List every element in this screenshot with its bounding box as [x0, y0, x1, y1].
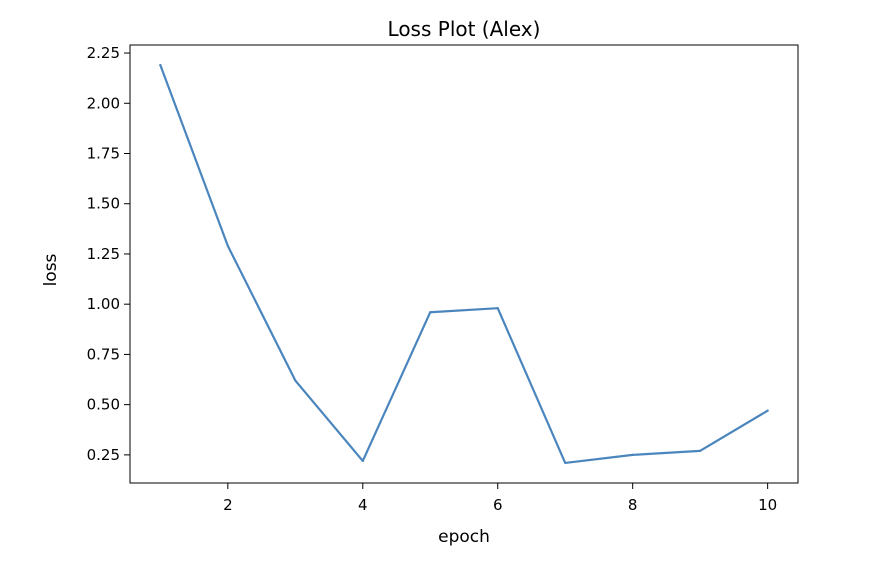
- data-point: [361, 459, 364, 462]
- data-point: [496, 307, 499, 310]
- x-tick-label: 2: [223, 496, 233, 514]
- x-tick-label: 10: [758, 496, 777, 514]
- y-axis-label: loss: [41, 253, 61, 286]
- x-tick-label: 4: [358, 496, 368, 514]
- x-axis: 2 4 6 8 10: [223, 483, 777, 514]
- y-tick-label: 1.00: [87, 295, 120, 313]
- chart-title: Loss Plot (Alex): [388, 17, 541, 41]
- data-point: [226, 244, 229, 248]
- data-point: [766, 409, 769, 412]
- y-tick-label: 1.75: [87, 144, 120, 162]
- x-axis-label: epoch: [438, 527, 490, 547]
- x-tick-label: 6: [493, 496, 503, 514]
- y-axis: 0.25 0.50 0.75 1.00 1.25 1.50 1.75 2.00 2.25: [87, 44, 130, 464]
- data-points: [159, 63, 769, 465]
- data-point: [159, 63, 162, 67]
- data-point: [631, 453, 634, 456]
- y-tick-label: 0.75: [87, 345, 120, 363]
- data-point: [294, 379, 297, 382]
- y-tick-label: 0.50: [87, 396, 120, 414]
- series-line: [159, 63, 769, 465]
- data-point: [429, 311, 432, 314]
- data-point: [699, 449, 702, 452]
- y-tick-label: 1.50: [87, 195, 120, 213]
- x-tick-label: 8: [628, 496, 638, 514]
- plot-frame: [129, 44, 799, 484]
- y-tick-label: 2.00: [87, 94, 120, 112]
- y-tick-label: 2.25: [87, 44, 120, 62]
- y-tick-label: 0.25: [87, 446, 120, 464]
- y-tick-label: 1.25: [87, 245, 120, 263]
- data-point: [564, 461, 567, 465]
- plot-area: 2 4 6 8 10 0.25 0.50 0.75 1.00 1.25 1.50 1.75 2.00 2…: [87, 44, 799, 514]
